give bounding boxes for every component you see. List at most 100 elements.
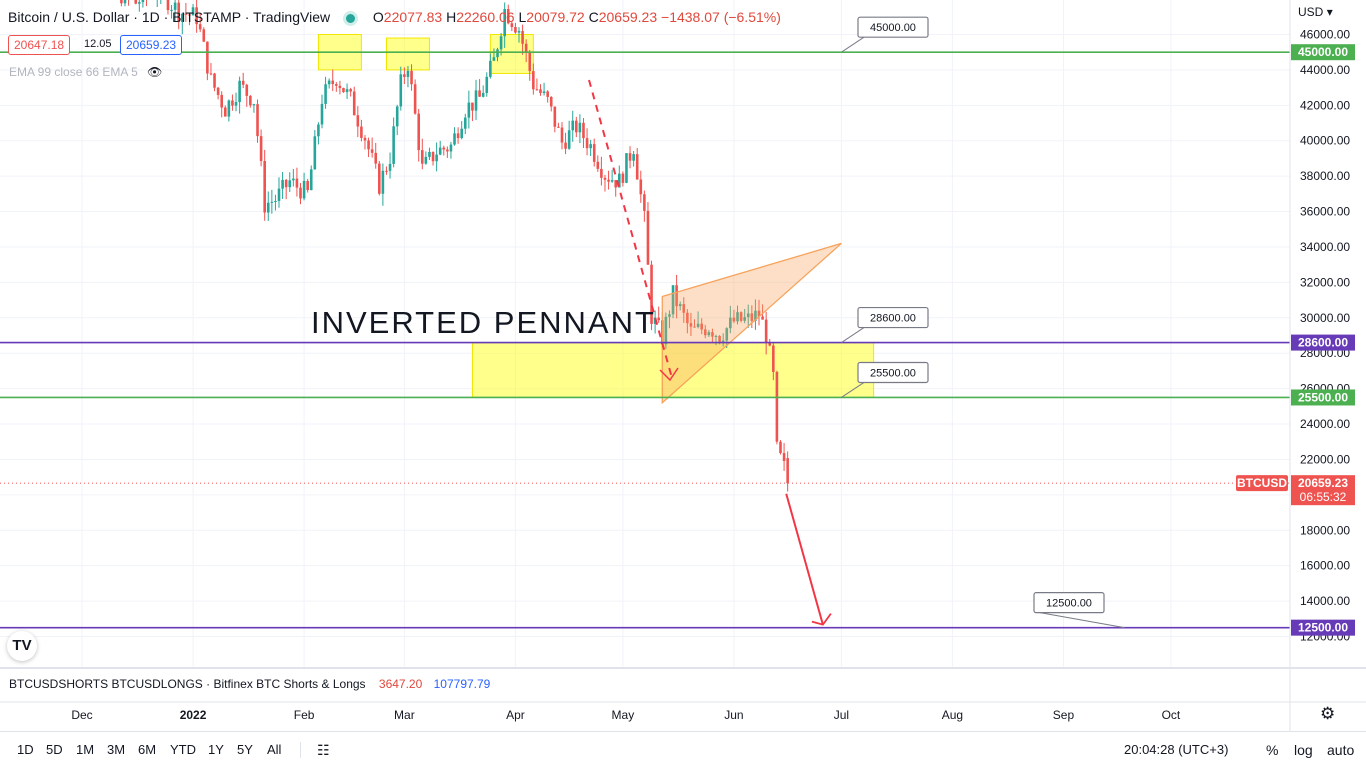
symbol-title[interactable]: Bitcoin / U.S. Dollar · 1D · BITSTAMP · … [8,9,331,25]
high-value: 22260.06 [456,9,515,25]
candle-body [385,170,388,172]
candle-body [578,122,582,133]
candle-body [618,173,621,188]
candle-body [718,335,721,343]
price-tick-label: 46000.00 [1300,28,1350,42]
candle-body [703,329,707,336]
timeframe-3m[interactable]: 3M [107,742,126,757]
tradingview-logo[interactable]: TV [7,631,37,661]
ask-price-box[interactable]: 20659.23 [120,35,183,55]
log-scale-button[interactable]: log [1294,742,1313,758]
pennant-triangle [661,242,842,405]
candle-body [395,106,399,127]
settings-gear-icon[interactable]: ⚙ [1320,704,1336,723]
candle-body [234,102,238,106]
timeframe-5y[interactable]: 5Y [237,742,253,757]
callout-label: 25500.00 [870,367,916,379]
price-tick-label: 38000.00 [1300,169,1350,183]
shorts-longs-legend[interactable]: BTCUSDSHORTS BTCUSDLONGS · Bitfinex BTC … [9,677,490,691]
candle-body [281,179,284,189]
timeframe-ytd[interactable]: YTD [170,742,196,757]
timeframe-5d[interactable]: 5D [46,742,63,757]
candle-body [259,136,263,162]
percent-scale-button[interactable]: % [1266,742,1279,758]
candle-body [643,194,646,211]
change-value: −1438.07 (−6.51%) [661,9,781,25]
candle-body [635,154,639,180]
time-tick-label: Apr [506,708,525,722]
candle-body [177,2,181,22]
callout-box [857,306,929,329]
candle-body [600,168,603,178]
candle-body [274,200,277,202]
candle-body [463,117,467,129]
candle-body [503,9,506,37]
time-tick-label: Sep [1053,708,1075,722]
last-price-label: 20659.23 [1298,476,1348,490]
timeframe-6m[interactable]: 6M [138,742,157,757]
candle-body [342,88,345,93]
eye-hidden-icon[interactable]: 👁︎ [147,65,163,79]
price-axis-level-label: 25500.00 [1298,390,1348,404]
candle-body [338,85,342,89]
candle-body [213,73,216,88]
date-range-icon[interactable]: ☷ [317,742,330,758]
candle-body [689,323,693,327]
candle-body [123,0,127,4]
candle-body [206,41,209,74]
candle-body [736,312,739,322]
candle-body [442,147,446,150]
ema-legend[interactable]: EMA 99 close 66 EMA 5 👁︎ [9,65,163,79]
auto-scale-button[interactable]: auto [1327,742,1355,758]
symbol-header: Bitcoin / U.S. Dollar · 1D · BITSTAMP · … [8,9,781,25]
candle-body [682,304,686,313]
price-tick-label: 22000.00 [1300,452,1350,466]
candle-body [657,317,661,321]
candle-body [675,285,678,307]
annotation-text: INVERTED PENNANT [311,305,656,340]
clock[interactable]: 20:04:28 (UTC+3) [1124,742,1229,757]
price-tick-label: 14000.00 [1300,594,1350,608]
candle-body [485,76,489,93]
candle-body [589,144,592,149]
timeframe-1d[interactable]: 1D [17,742,34,757]
candle-body [435,154,438,162]
time-tick-label: 2022 [180,708,207,722]
candle-body [299,187,302,199]
currency-selector[interactable]: USD ▾ [1298,5,1333,19]
candle-body [399,74,403,107]
candle-body [184,13,188,15]
candle-body [754,310,757,321]
timeframe-1m[interactable]: 1M [76,742,95,757]
plot-area: 45000.00 28600.00 25500.00 12500.00 INVERTED… [0,0,1290,668]
candle-body [188,14,191,16]
candle-body [460,128,463,139]
candle-body [764,319,768,343]
time-tick-label: Mar [394,708,415,722]
candle-body [478,90,481,97]
callout-leader [1039,612,1125,629]
candle-body [492,57,496,61]
highlight-zone [471,342,875,398]
open-value: 22077.83 [383,9,443,25]
candle-body [302,180,306,199]
candle-body [524,43,528,53]
bid-price-box[interactable]: 20647.18 [8,35,71,55]
candle-body [592,144,596,162]
candle-body [292,178,295,181]
candle-body [252,104,256,106]
candle-body [632,154,635,161]
candle-body [241,80,245,85]
indicator-label: BTCUSDSHORTS BTCUSDLONGS · Bitfinex BTC … [9,677,366,691]
candle-body [138,2,141,4]
price-axis-level-badge [1291,619,1355,636]
market-open-icon [346,13,355,23]
candle-body [714,335,718,337]
timeframe-all[interactable]: All [267,742,282,757]
price-tick-label: 30000.00 [1300,311,1350,325]
candle-body [249,95,252,106]
timeframe-1y[interactable]: 1Y [208,742,224,757]
candle-body [739,312,743,321]
price-tick-label: 42000.00 [1300,98,1350,112]
